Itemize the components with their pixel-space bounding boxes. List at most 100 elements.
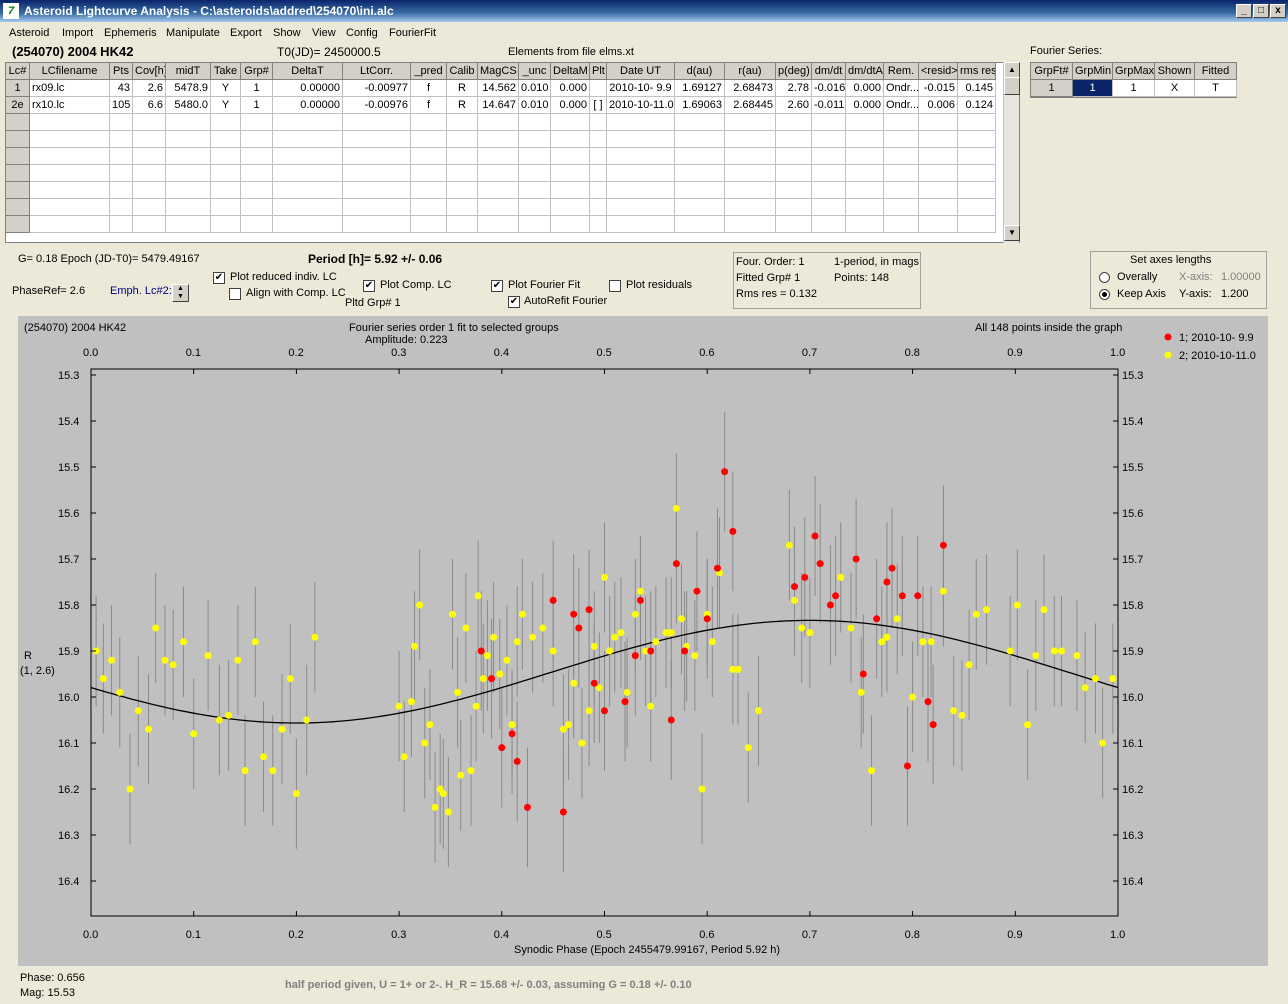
table-cell[interactable] xyxy=(211,114,241,131)
table-cell[interactable] xyxy=(958,114,996,131)
keep-axis-radio[interactable] xyxy=(1099,289,1110,300)
table-header-cell[interactable]: MagCS xyxy=(478,63,519,80)
table-cell[interactable]: 1 xyxy=(241,97,273,114)
table-cell[interactable] xyxy=(30,165,110,182)
table-cell[interactable]: 6.6 xyxy=(133,97,166,114)
table-cell[interactable] xyxy=(30,182,110,199)
table-cell[interactable] xyxy=(273,216,343,233)
plot-residuals-checkbox[interactable] xyxy=(609,280,621,292)
table-header-cell[interactable]: LtCorr. xyxy=(343,63,411,80)
table-cell[interactable] xyxy=(607,131,675,148)
table-cell[interactable] xyxy=(211,182,241,199)
table-cell[interactable] xyxy=(133,199,166,216)
table-cell[interactable] xyxy=(166,114,211,131)
table-cell[interactable] xyxy=(776,216,812,233)
menu-asteroid[interactable]: Asteroid xyxy=(9,27,50,39)
scroll-down-icon[interactable]: ▼ xyxy=(1004,225,1020,241)
table-cell[interactable] xyxy=(110,199,133,216)
table-cell[interactable] xyxy=(958,131,996,148)
table-cell[interactable] xyxy=(846,148,884,165)
table-cell[interactable] xyxy=(30,131,110,148)
menu-config[interactable]: Config xyxy=(346,27,378,39)
table-cell[interactable] xyxy=(812,216,846,233)
table-cell[interactable] xyxy=(590,165,607,182)
table-cell[interactable] xyxy=(607,182,675,199)
autorefit-checkbox[interactable]: ✔ xyxy=(508,296,520,308)
table-cell[interactable] xyxy=(166,131,211,148)
table-cell[interactable]: 2.6 xyxy=(133,80,166,97)
table-header-cell[interactable]: midT xyxy=(166,63,211,80)
table-cell[interactable]: 0.00000 xyxy=(273,80,343,97)
table-cell[interactable] xyxy=(846,114,884,131)
table-cell[interactable]: rx10.lc xyxy=(30,97,110,114)
xaxis-value[interactable]: 1.00000 xyxy=(1221,271,1261,283)
table-cell[interactable] xyxy=(919,216,958,233)
table-cell[interactable]: 0.010 xyxy=(519,80,551,97)
table-cell[interactable] xyxy=(166,199,211,216)
plot-comp-checkbox[interactable]: ✔ xyxy=(363,280,375,292)
table-cell[interactable] xyxy=(919,148,958,165)
table-cell[interactable] xyxy=(241,199,273,216)
table-cell[interactable] xyxy=(273,148,343,165)
table-header-cell[interactable]: d(au) xyxy=(675,63,725,80)
table-cell[interactable]: 0.124 xyxy=(958,97,996,114)
lightcurve-table[interactable]: Lc# LCfilename Pts Cov[h] midT Take Grp# DeltaT… xyxy=(5,62,1020,243)
table-header-cell[interactable]: _unc xyxy=(519,63,551,80)
table-cell[interactable] xyxy=(776,165,812,182)
table-header-cell[interactable]: Cov[h] xyxy=(133,63,166,80)
menu-view[interactable]: View xyxy=(312,27,336,39)
menu-show[interactable]: Show xyxy=(273,27,301,39)
table-cell[interactable] xyxy=(241,182,273,199)
table-cell[interactable] xyxy=(133,131,166,148)
table-cell[interactable] xyxy=(519,165,551,182)
table-cell[interactable]: 0.006 xyxy=(919,97,958,114)
table-cell[interactable] xyxy=(607,165,675,182)
emph-spinner[interactable]: ▲ ▼ xyxy=(172,284,189,302)
table-cell[interactable] xyxy=(958,165,996,182)
table-cell[interactable] xyxy=(478,216,519,233)
table-cell[interactable]: 0.000 xyxy=(846,97,884,114)
menu-fourierfit[interactable]: FourierFit xyxy=(389,27,437,39)
table-cell[interactable] xyxy=(411,114,447,131)
table-cell[interactable] xyxy=(211,216,241,233)
table-cell[interactable] xyxy=(551,114,590,131)
table-cell[interactable] xyxy=(919,131,958,148)
table-cell[interactable]: 2.78 xyxy=(776,80,812,97)
table-cell[interactable] xyxy=(411,199,447,216)
table-cell[interactable]: Y xyxy=(211,80,241,97)
table-cell[interactable]: 1 xyxy=(241,80,273,97)
table-cell[interactable] xyxy=(30,216,110,233)
row-header[interactable] xyxy=(6,114,30,131)
table-cell[interactable] xyxy=(211,199,241,216)
table-cell[interactable] xyxy=(551,199,590,216)
table-cell[interactable] xyxy=(919,199,958,216)
table-cell[interactable] xyxy=(478,199,519,216)
table-cell[interactable] xyxy=(447,199,478,216)
table-cell[interactable]: 0.000 xyxy=(846,80,884,97)
table-cell[interactable] xyxy=(166,148,211,165)
row-header[interactable]: 2e xyxy=(6,97,30,114)
table-cell[interactable] xyxy=(675,148,725,165)
close-button[interactable]: x xyxy=(1270,4,1286,18)
table-header-cell[interactable]: Pts xyxy=(110,63,133,80)
table-cell[interactable] xyxy=(343,182,411,199)
table-cell[interactable] xyxy=(846,131,884,148)
table-cell[interactable] xyxy=(411,165,447,182)
table-header-cell[interactable]: Plt xyxy=(590,63,607,80)
table-cell[interactable] xyxy=(273,131,343,148)
row-header[interactable] xyxy=(6,165,30,182)
table-cell[interactable] xyxy=(590,216,607,233)
table-cell[interactable] xyxy=(241,131,273,148)
table-cell[interactable] xyxy=(447,216,478,233)
table-header-cell[interactable]: LCfilename xyxy=(30,63,110,80)
table-cell[interactable]: 2.68473 xyxy=(725,80,776,97)
table-cell[interactable] xyxy=(478,131,519,148)
lightcurve-plot[interactable]: 0.0 0.0 0.1 0.1 0.2 0.2 0.3 0.3 0.4 0.4 0.5 0.5 0.6 0… xyxy=(18,316,1268,966)
table-cell[interactable] xyxy=(607,216,675,233)
table-cell[interactable] xyxy=(675,131,725,148)
table-cell[interactable] xyxy=(590,199,607,216)
table-cell[interactable] xyxy=(273,182,343,199)
table-cell[interactable] xyxy=(110,114,133,131)
overally-radio[interactable] xyxy=(1099,272,1110,283)
row-header[interactable]: 1 xyxy=(6,80,30,97)
